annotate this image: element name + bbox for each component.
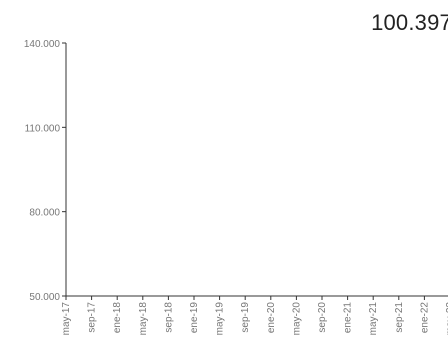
- x-tick-label: ene-22: [419, 302, 430, 334]
- x-tick-label: sep-17: [87, 302, 98, 333]
- x-tick-label: may-21: [368, 302, 379, 336]
- x-tick-label: sep-20: [317, 302, 328, 333]
- y-axis: 140.000 110.000 80.000 50.000: [24, 39, 67, 303]
- y-tick-label: 50.000: [29, 292, 60, 303]
- x-tick-label: may-20: [291, 302, 302, 336]
- x-tick-label: ene-18: [112, 302, 123, 334]
- x-tick-label: sep-19: [240, 302, 251, 333]
- x-tick-label: may-17: [61, 302, 72, 336]
- headline-value: 100.397: [371, 10, 448, 35]
- y-tick-label: 110.000: [25, 123, 61, 134]
- x-tick-label: may-22: [445, 302, 448, 336]
- x-tick-label: ene-21: [343, 302, 354, 334]
- x-tick-label: may-19: [215, 302, 226, 336]
- y-tick-label: 80.000: [29, 208, 60, 219]
- x-tick-label: may-18: [138, 302, 149, 336]
- x-tick-label: sep-21: [394, 302, 405, 333]
- x-tick-label: ene-20: [266, 302, 277, 334]
- x-tick-label: sep-18: [163, 302, 174, 333]
- y-tick-label: 140.000: [24, 39, 61, 50]
- x-axis: may-17 sep-17 ene-18 may-18 sep-18 ene-19 may-…: [61, 295, 448, 336]
- x-tick-label: ene-19: [189, 302, 200, 334]
